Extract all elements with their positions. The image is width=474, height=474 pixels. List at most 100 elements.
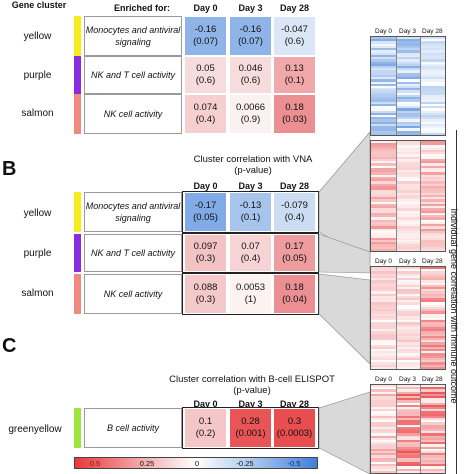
heatmap-gene-cell [371, 119, 397, 123]
gene-cluster-header: Gene cluster [11, 0, 67, 10]
heatmap-gene-cell [371, 54, 397, 58]
heatmap-gene-cell [395, 311, 421, 315]
heatmap-gene-cell [371, 295, 397, 299]
heatmap-gene-cell [420, 219, 445, 223]
heatmap-gene-cell [395, 404, 421, 408]
corr-cell: 0.05 (0.6) [184, 56, 227, 94]
heatmap-gene-cell [395, 309, 421, 312]
heatmap-gene-cell [371, 41, 397, 45]
heatmap-gene-cell [371, 194, 397, 198]
heatmap-gene-cell [395, 391, 421, 395]
cluster-name-salmon: salmon [21, 108, 54, 119]
heatmap-gene-cell [371, 88, 397, 91]
heatmap-gene-cell [371, 92, 397, 96]
enriched-greenyellow: B cell activity [84, 408, 182, 448]
heatmap-gene-cell [395, 393, 421, 397]
hm-day3-label: Day 3 [399, 28, 416, 35]
corr-cell: 0.28 (0.001) [229, 408, 272, 448]
heatmap-gene-cell [420, 172, 445, 176]
legend-label: -0.5 [287, 459, 301, 468]
heatmap-gene-cell [371, 143, 397, 146]
heatmap-gene-cell [395, 295, 421, 299]
heatmap-gene-cell [420, 311, 445, 315]
heatmap-gene-cell [420, 273, 445, 277]
heatmap-gene-cell [420, 320, 445, 323]
heatmap-gene-cell [371, 448, 397, 452]
corr-cell: 0.074 (0.4) [184, 94, 227, 134]
heatmap-gene-cell [371, 70, 397, 74]
heatmap-gene-cell [395, 190, 421, 194]
heatmap-gene-cell [371, 351, 397, 354]
heatmap-gene-cell [395, 304, 421, 308]
heatmap-gene-cell [420, 457, 445, 461]
heatmap-gene-cell [395, 121, 421, 125]
heatmap-gene-cell [420, 246, 445, 250]
heatmap-gene-cell [395, 65, 421, 69]
heatmap-gene-cell [371, 217, 397, 221]
heatmap-gene-cell [371, 57, 397, 60]
heatmap-gene-cell [371, 248, 397, 251]
heatmap-gene-cell [420, 37, 445, 40]
heatmap-gene-cell [420, 295, 445, 299]
heatmap-gene-cell [395, 203, 421, 207]
heatmap-gene-cell [395, 360, 421, 363]
heatmap-gene-cell [371, 457, 397, 461]
heatmap-gene-cell [395, 278, 421, 281]
heatmap-gene-cell [395, 291, 421, 295]
heatmap-gene-cell [371, 61, 397, 65]
heatmap-gene-cell [420, 431, 445, 434]
heatmap-gene-cell [371, 322, 397, 326]
heatmap-gene-cell [420, 451, 445, 454]
heatmap-gene-cell [420, 226, 445, 230]
heatmap-gene-cell [395, 145, 421, 149]
heatmap-gene-cell [371, 130, 397, 134]
heatmap-gene-cell [371, 411, 397, 415]
heatmap-gene-cell [420, 389, 445, 393]
heatmap-gene-cell [395, 86, 421, 89]
heatmap-gene-cell [420, 267, 445, 270]
heatmap-gene-cell [395, 228, 421, 232]
heatmap-gene-cell [420, 79, 445, 83]
heatmap-gene-cell [371, 86, 397, 89]
heatmap-gene-cell [371, 221, 397, 225]
heatmap-gene-cell [371, 340, 397, 343]
heatmap-gene-cell [371, 121, 397, 125]
heatmap-gene-cell [395, 41, 421, 45]
heatmap-gene-cell [371, 83, 397, 87]
enriched-purple: NK and T cell activity [84, 56, 182, 94]
heatmap-gene-cell [420, 335, 445, 339]
heatmap-gene-cell [420, 364, 445, 368]
heatmap-gene-cell [371, 326, 397, 330]
heatmap-gene-cell [395, 426, 421, 430]
heatmap-gene-cell [371, 429, 397, 432]
cluster-name-greenyellow: greenyellow [8, 424, 62, 435]
heatmap-gene-cell [371, 280, 397, 283]
heatmap-gene-cell [420, 446, 445, 450]
enriched-yellow: Monocytes and antiviral signaling [84, 192, 182, 232]
heatmap-gene-cell [420, 435, 445, 439]
heatmap-gene-cell [420, 418, 445, 421]
heatmap-gene-cell [395, 267, 421, 270]
heatmap-gene-cell [371, 188, 397, 191]
day28-header-b: Day 28 [279, 181, 310, 191]
heatmap-gene-cell [420, 154, 445, 158]
heatmap-gene-cell [420, 228, 445, 232]
day0-header-b: Day 0 [193, 181, 218, 191]
heatmap-gene-cell [420, 326, 445, 330]
heatmap-gene-cell [420, 203, 445, 207]
hm-day3-label-3: Day 3 [399, 376, 416, 383]
heatmap-gene-cell [420, 402, 445, 406]
cluster-colorbar-salmon [74, 94, 81, 134]
heatmap-gene-cell [371, 286, 397, 290]
heatmap-gene-cell [395, 453, 421, 456]
heatmap-gene-cell [420, 422, 445, 426]
heatmap-gene-cell [395, 320, 421, 323]
heatmap-gene-cell [371, 304, 397, 308]
heatmap-gene-cell [371, 37, 397, 40]
heatmap-gene-cell [371, 442, 397, 445]
heatmap-gene-cell [395, 123, 421, 127]
heatmap-gene-cell [395, 318, 421, 321]
heatmap-gene-cell [420, 415, 445, 419]
heatmap-gene-cell [395, 114, 421, 118]
heatmap-gene-cell [395, 466, 421, 470]
